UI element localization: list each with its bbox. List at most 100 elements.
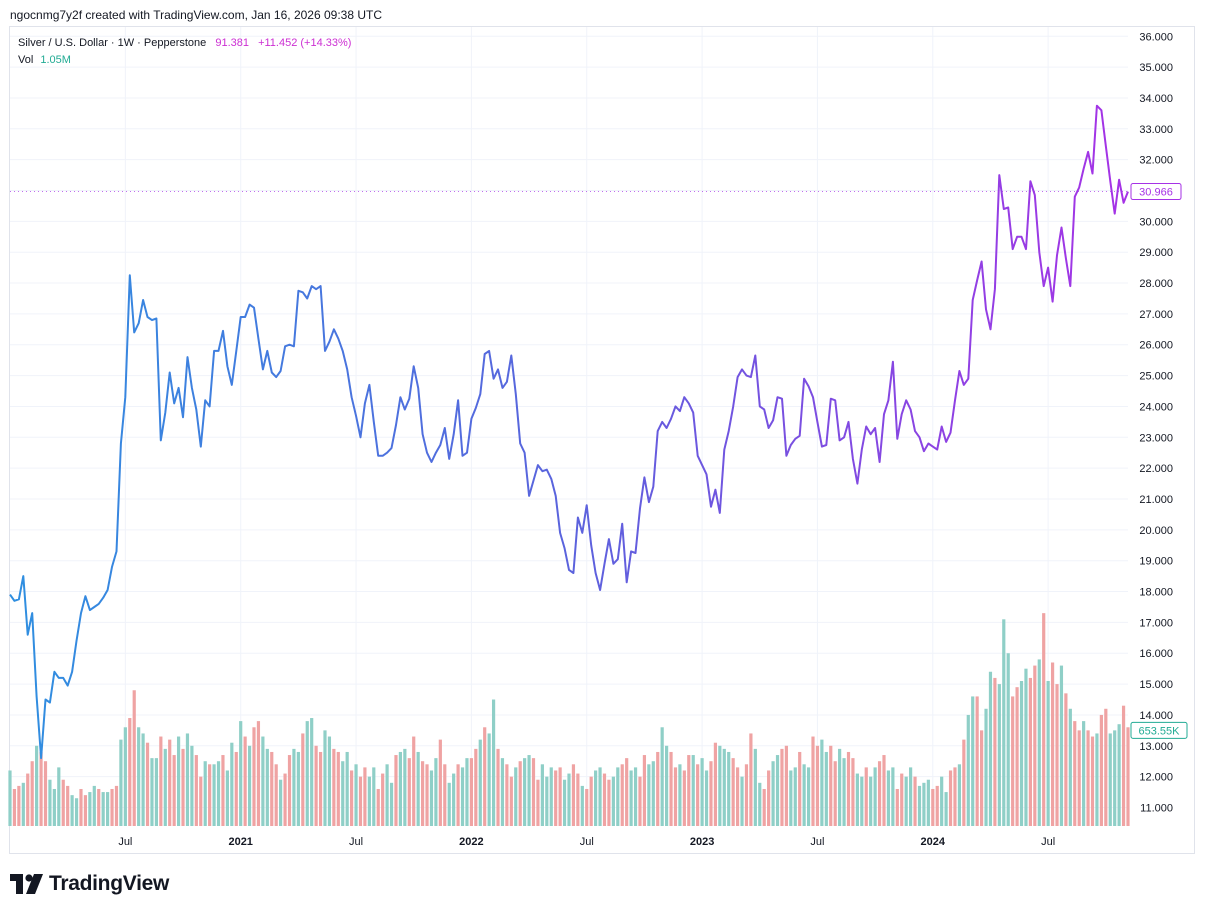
- volume-bar: [74, 798, 79, 826]
- volume-bar: [465, 758, 469, 826]
- volume-bar: [35, 745, 39, 826]
- volume-bar: [775, 755, 780, 826]
- volume-bar: [727, 751, 731, 826]
- time-tick-label: Jul: [580, 836, 594, 848]
- volume-bar: [842, 758, 846, 826]
- volume-bar: [696, 764, 700, 826]
- volume-label-box: [1130, 721, 1188, 739]
- volume-bar: [815, 745, 820, 826]
- price-axis[interactable]: 36.00035.00034.00033.00032.00031.00030.0…: [1139, 31, 1173, 814]
- price-tick-label: 14.000: [1139, 710, 1173, 722]
- volume-value-label: 653.55K: [1139, 725, 1181, 737]
- volume-bar: [514, 767, 518, 826]
- time-tick-label: 2021: [228, 836, 252, 848]
- volume-bar: [270, 751, 274, 826]
- volume-bar: [793, 767, 797, 826]
- price-tick-label: 16.000: [1139, 648, 1173, 660]
- volume-bar: [598, 767, 602, 826]
- volume-bar: [704, 770, 709, 826]
- volume-bar: [212, 764, 216, 826]
- volume-bar: [39, 751, 43, 826]
- volume-bar: [252, 727, 256, 826]
- volume-bar: [128, 718, 132, 826]
- volume-bar: [491, 699, 496, 826]
- volume-bar: [203, 761, 207, 826]
- volume-bar: [376, 788, 380, 826]
- volume-bar: [1090, 736, 1095, 826]
- volume-bar: [682, 770, 686, 826]
- volume-bar: [176, 736, 181, 826]
- volume-bar: [616, 767, 620, 826]
- volume-bar: [691, 755, 695, 826]
- volume-bar: [52, 788, 56, 826]
- volume-bar: [900, 773, 904, 826]
- chart-frame[interactable]: [9, 26, 1195, 854]
- volume-bar: [181, 748, 185, 826]
- volume-bar: [562, 779, 567, 826]
- volume-bar: [767, 770, 771, 826]
- time-tick-label: 2023: [690, 836, 714, 848]
- volume-bar: [398, 751, 403, 826]
- volume-bar: [997, 684, 1001, 826]
- volume-bar: [1086, 730, 1090, 826]
- volume-bar: [576, 773, 580, 826]
- volume-bar: [780, 748, 784, 826]
- volume-bar: [709, 761, 713, 826]
- price-tick-label: 32.000: [1139, 155, 1173, 167]
- volume-bar: [713, 742, 718, 826]
- volume-bar: [620, 764, 624, 826]
- volume-bar: [869, 776, 873, 826]
- volume-bar: [877, 761, 882, 826]
- volume-bar: [425, 764, 429, 826]
- volume-bar: [1002, 619, 1006, 826]
- volume-bar: [385, 764, 389, 826]
- volume-bar: [185, 733, 190, 826]
- volume-bar: [523, 758, 527, 826]
- volume-bar: [17, 785, 21, 826]
- volume-bar: [518, 761, 522, 826]
- volume-bar: [1117, 724, 1121, 826]
- volume-bar: [194, 755, 198, 826]
- volume-bar: [230, 742, 234, 826]
- time-tick-label: 2022: [459, 836, 483, 848]
- time-axis[interactable]: Jul 2021 Jul 2022 Jul 2023 Jul 2024 Jul: [118, 836, 1055, 848]
- volume-bar: [904, 776, 908, 826]
- legend-symbol[interactable]: Silver / U.S. Dollar · 1W · Pepperstone: [18, 37, 207, 49]
- volume-bar: [820, 739, 824, 826]
- volume-bar: [633, 767, 638, 826]
- price-tick-label: 30.000: [1139, 216, 1173, 228]
- volume-bar: [665, 745, 669, 826]
- legend-vol-value: 1.05M: [40, 54, 71, 66]
- volume-bar: [558, 767, 562, 826]
- volume-bar: [407, 758, 411, 826]
- volume-bar: [287, 755, 292, 826]
- volume-bar: [926, 779, 930, 826]
- volume-bar: [953, 767, 957, 826]
- volume-bar: [718, 745, 722, 826]
- brand[interactable]: TradingView: [10, 872, 169, 896]
- volume-bar: [1055, 684, 1059, 826]
- legend-price: 91.381: [215, 37, 250, 49]
- volume-bar: [314, 745, 318, 826]
- volume-bar: [283, 773, 287, 826]
- price-tick-label: 18.000: [1139, 587, 1173, 599]
- time-tick-label: Jul: [349, 836, 363, 848]
- price-tick-label: 17.000: [1139, 617, 1173, 629]
- legend-vol-label[interactable]: Vol: [18, 54, 34, 66]
- volume-bar: [762, 788, 766, 826]
- volume-bar: [505, 764, 509, 826]
- volume-bar: [1033, 665, 1037, 826]
- volume-bar: [1113, 730, 1117, 826]
- volume-bar: [957, 764, 962, 826]
- volume-bar: [327, 736, 332, 826]
- volume-bar: [669, 751, 673, 826]
- volume-bar: [305, 721, 309, 826]
- volume-bar: [1019, 681, 1024, 826]
- volume-bar: [917, 785, 922, 826]
- volume-bar: [265, 748, 269, 826]
- volume-bar: [394, 755, 398, 826]
- volume-bar: [443, 764, 447, 826]
- volume-bar: [26, 773, 30, 826]
- volume-bar: [554, 770, 558, 826]
